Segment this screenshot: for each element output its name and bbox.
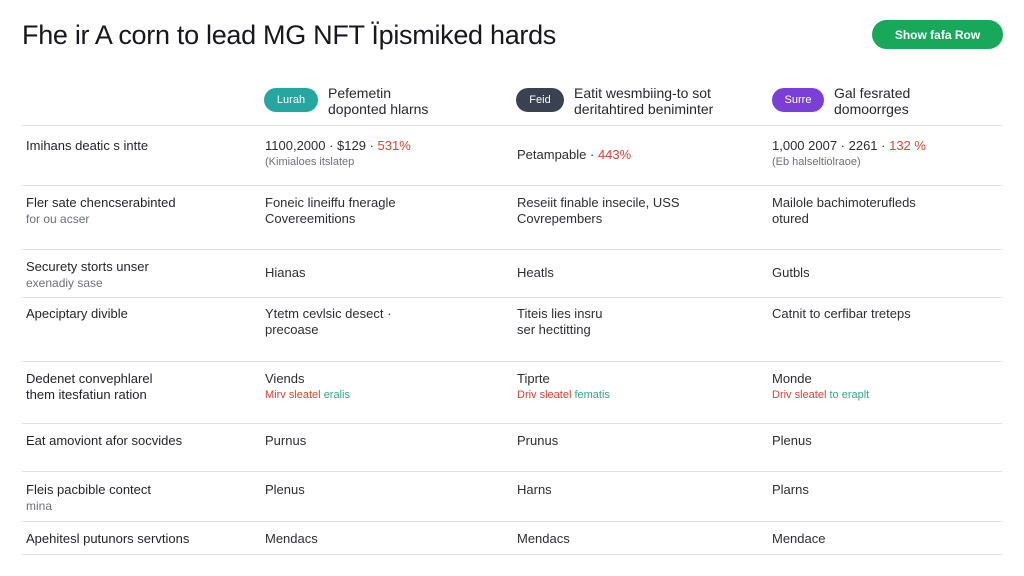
table-cell: Mendacs	[265, 531, 318, 546]
table-cell: Viends Mirv sleatel eralis	[265, 371, 350, 401]
table-row: Securety storts unser exenadiy sase Hiana…	[22, 249, 1002, 297]
row-label: Securety storts unser exenadiy sase	[26, 259, 149, 290]
row-label: Fler sate chencserabinted for ou acser	[26, 195, 176, 226]
table-cell: Catnit to cerfibar treteps	[772, 306, 911, 321]
table-cell: Purnus	[265, 433, 307, 448]
table-row: Imihans deatic s intte 1100,2000 · $129 …	[22, 125, 1002, 185]
table-row: Fler sate chencserabinted for ou acser Fo…	[22, 185, 1002, 249]
table-row: Eat amoviont afor socvides Purnus Prunus…	[22, 423, 1002, 471]
plan-badge-2[interactable]: Feid	[516, 88, 564, 112]
table-cell: Harns	[517, 482, 552, 497]
column-header-3: Surre Gal fesrated domoorrges	[772, 85, 910, 117]
column-label: Gal fesrated domoorrges	[834, 85, 911, 117]
table-cell: Gutbls	[772, 265, 810, 280]
page-title: Fhe ir A corn to lead MG NFT Ïpismiked h…	[22, 20, 557, 50]
table-cell: Plenus	[265, 482, 305, 497]
table-cell: Titeis lies insru ser hectitting	[517, 306, 603, 337]
table-cell: Mendace	[772, 531, 826, 546]
table-cell: 1,000 2007 · 2261 · 132 % (Eb halseltiol…	[772, 138, 926, 168]
row-label: Dedenet convephlarel them itesfatiun rati…	[26, 371, 153, 402]
table-cell: Monde Driv sleatel to eraplt	[772, 371, 870, 401]
table-cell: Foneic lineiffu fneragle Covereemitions	[265, 195, 396, 226]
row-label: Fleis pacbible contect mina	[26, 482, 152, 513]
column-header-2: Feid Eatit wesmbiing-to sot deritahtired …	[516, 85, 713, 117]
table-cell: Heatls	[517, 265, 554, 280]
table-cell: 1100,2000 · $129 · 531% (Kimialoes itsla…	[265, 138, 411, 168]
row-label: Apehitesl putunors servtions	[26, 531, 190, 546]
plan-badge-1[interactable]: Lurah	[264, 88, 318, 112]
column-label: Eatit wesmbiing-to sot deritahtired benim…	[574, 85, 714, 117]
row-label: Eat amoviont afor socvides	[26, 433, 183, 448]
table-cell: Prunus	[517, 433, 559, 448]
table-cell: Petampable · 443%	[517, 147, 632, 162]
column-label: Pefemetin doponted hlarns	[328, 85, 429, 117]
table-cell: Hianas	[265, 265, 306, 280]
column-header-1: Lurah Pefemetin doponted hlarns	[264, 85, 428, 117]
table-row: Apeciptary divible Ytetm cevlsic desect …	[22, 297, 1002, 361]
row-label: Apeciptary divible	[26, 306, 128, 321]
table-cell: Mailole bachimoterufleds otured	[772, 195, 916, 226]
plan-badge-3[interactable]: Surre	[772, 88, 824, 112]
table-cell: Plenus	[772, 433, 812, 448]
table-row: Dedenet convephlarel them itesfatiun rati…	[22, 361, 1002, 423]
table-cell: Tiprte Driv sleatel fematis	[517, 371, 610, 401]
table-row: Fleis pacbible contect mina Plenus Harns …	[22, 471, 1002, 521]
show-row-button[interactable]: Show fafa Row	[872, 20, 1003, 49]
table-cell: Ytetm cevlsic desect · precoase	[265, 306, 392, 337]
table-cell: Mendacs	[517, 531, 570, 546]
row-label: Imihans deatic s intte	[26, 138, 149, 153]
table-cell: Plarns	[772, 482, 809, 497]
table-row: Apehitesl putunors servtions Mendacs Men…	[22, 521, 1002, 555]
table-cell: Reseiit finable insecile, USS Covrepember…	[517, 195, 680, 226]
